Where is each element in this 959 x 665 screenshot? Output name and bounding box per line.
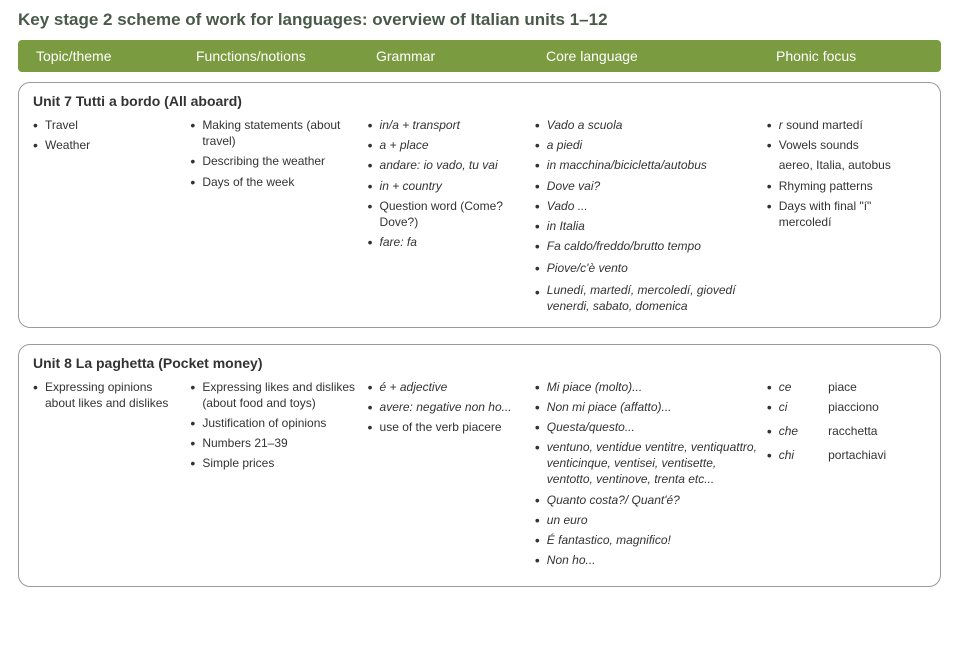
list-item: Describing the weather — [190, 153, 359, 169]
header-core: Core language — [546, 48, 776, 64]
list-item: Non ho... — [535, 552, 759, 568]
list-item: ci — [767, 399, 798, 415]
list-item: in Italia — [535, 218, 759, 234]
header-topic: Topic/theme — [36, 48, 196, 64]
list-item: piacciono — [816, 399, 886, 415]
header-grammar: Grammar — [376, 48, 546, 64]
header-functions: Functions/notions — [196, 48, 376, 64]
list-item: in/a + transport — [368, 117, 527, 133]
unit-8-card: Unit 8 La paghetta (Pocket money) Expres… — [18, 344, 941, 588]
list-item: Making statements (about travel) — [190, 117, 359, 149]
list-item: portachiavi — [816, 447, 886, 463]
unit8-topic-list: Expressing opinions about likes and disl… — [33, 379, 182, 411]
list-item: fare: fa — [368, 234, 527, 250]
list-item: a + place — [368, 137, 527, 153]
unit7-core-list: Vado a scuola a piedi in macchina/bicicl… — [535, 117, 759, 277]
list-item: Fa caldo/freddo/brutto tempo — [535, 238, 759, 254]
list-item: é + adjective — [368, 379, 527, 395]
list-item: un euro — [535, 512, 759, 528]
list-item: Rhyming patterns — [767, 178, 926, 194]
list-item: Non mi piace (affatto)... — [535, 399, 759, 415]
unit8-phonic-right: piace piacciono racchetta portachiavi — [816, 379, 886, 573]
column-headers: Topic/theme Functions/notions Grammar Co… — [18, 40, 941, 72]
list-item: Travel — [33, 117, 182, 133]
list-item: andare: io vado, tu vai — [368, 157, 527, 173]
list-item: che — [767, 423, 798, 439]
unit-8-title: Unit 8 La paghetta (Pocket money) — [33, 355, 926, 371]
list-item: a piedi — [535, 137, 759, 153]
list-item: in macchina/bicicletta/autobus — [535, 157, 759, 173]
list-item: avere: negative non ho... — [368, 399, 527, 415]
list-item: racchetta — [816, 423, 886, 439]
unit7-grammar-list: in/a + transport a + place andare: io va… — [368, 117, 527, 250]
unit7-days: Lunedí, martedí, mercoledí, giovedí — [535, 283, 759, 297]
list-item: Questa/questo... — [535, 419, 759, 435]
list-item: Vado ... — [535, 198, 759, 214]
unit7-days-2: venerdi, sabato, domenica — [535, 299, 759, 313]
list-item: ce — [767, 379, 798, 395]
list-item: É fantastico, magnifico! — [535, 532, 759, 548]
unit8-functions-list: Expressing likes and dislikes (about foo… — [190, 379, 359, 472]
list-item: Quanto costa?/ Quant'é? — [535, 492, 759, 508]
list-item: Dove vai? — [535, 178, 759, 194]
list-item: Simple prices — [190, 455, 359, 471]
list-item: chi — [767, 447, 798, 463]
unit8-core-list: Mi piace (molto)... Non mi piace (affatt… — [535, 379, 759, 569]
list-item: Vado a scuola — [535, 117, 759, 133]
page-title: Key stage 2 scheme of work for languages… — [18, 10, 941, 30]
unit7-topic-list: Travel Weather — [33, 117, 182, 153]
list-item: Numbers 21–39 — [190, 435, 359, 451]
list-item: aereo, Italia, autobus — [767, 157, 926, 173]
unit-7-card: Unit 7 Tutti a bordo (All aboard) Travel… — [18, 82, 941, 328]
list-item: use of the verb piacere — [368, 419, 527, 435]
list-item: Question word (Come? Dove?) — [368, 198, 527, 230]
unit7-phonic-list: r sound r sound martedí martedí Vowels s… — [767, 117, 926, 230]
list-item: piace — [816, 379, 886, 395]
list-item: Justification of opinions — [190, 415, 359, 431]
list-item: Vowels sounds — [767, 137, 926, 153]
unit8-grammar-list: é + adjective avere: negative non ho... … — [368, 379, 527, 436]
list-item: Days of the week — [190, 174, 359, 190]
list-item: Expressing opinions about likes and disl… — [33, 379, 182, 411]
list-item: Days with final "í" mercoledí — [767, 198, 926, 230]
unit-7-title: Unit 7 Tutti a bordo (All aboard) — [33, 93, 926, 109]
list-item: ventuno, ventidue ventitre, ventiquattro… — [535, 439, 759, 488]
unit8-phonic-left: ce ci che chi — [767, 379, 798, 573]
list-item: r sound r sound martedí martedí — [767, 117, 926, 133]
list-item: Piove/c'è vento — [535, 260, 759, 276]
list-item: Weather — [33, 137, 182, 153]
list-item: Mi piace (molto)... — [535, 379, 759, 395]
header-phonic: Phonic focus — [776, 48, 916, 64]
unit7-functions-list: Making statements (about travel) Describ… — [190, 117, 359, 190]
list-item: Expressing likes and dislikes (about foo… — [190, 379, 359, 411]
list-item: in + country — [368, 178, 527, 194]
